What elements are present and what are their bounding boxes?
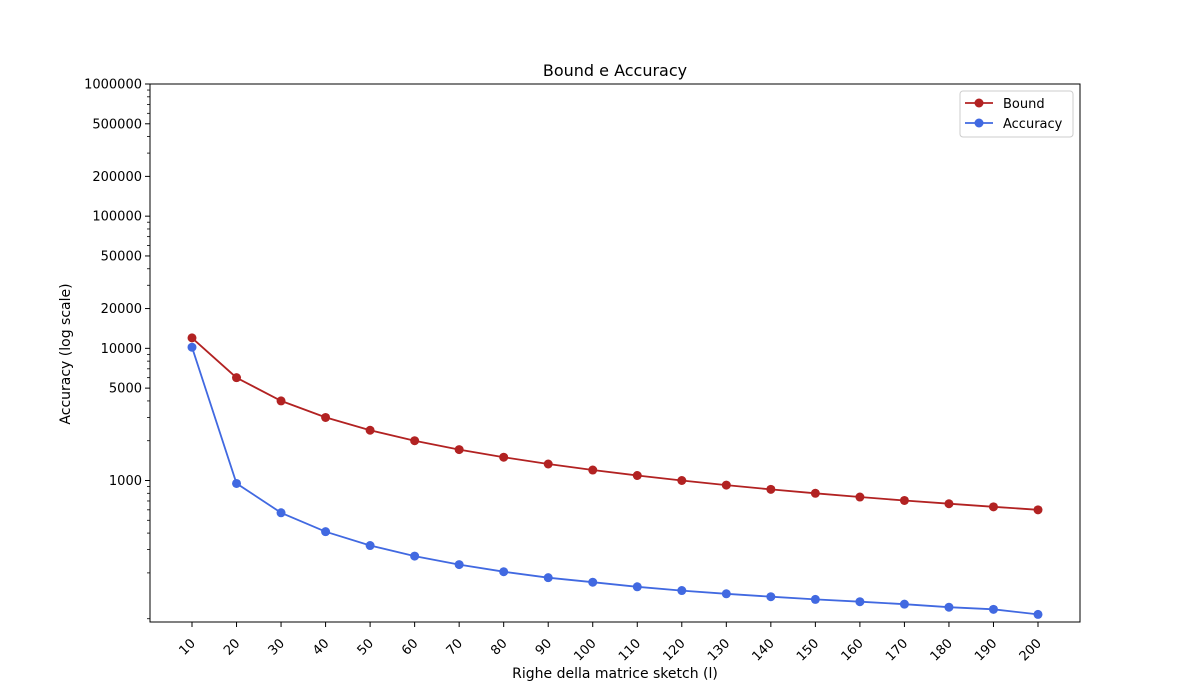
data-point-bound [855,492,865,502]
x-tick-label: 90 [533,636,555,658]
data-point-accuracy [543,573,553,583]
data-point-accuracy [588,577,598,587]
data-point-bound [677,476,687,486]
legend-label-accuracy: Accuracy [1003,117,1063,132]
x-tick-label: 50 [355,636,377,658]
plot-frame [149,83,1081,623]
legend-label-bound: Bound [1003,97,1045,112]
y-tick-label: 500000 [92,117,142,132]
data-point-accuracy [899,599,909,609]
series-line-accuracy [191,346,1039,616]
data-point-accuracy [187,342,197,352]
x-tick-label: 170 [883,636,911,664]
x-tick-label: 200 [1017,636,1045,664]
x-tick-label: 120 [660,636,688,664]
y-tick-label: 100000 [92,210,142,225]
data-point-bound [187,333,197,343]
data-point-accuracy [721,589,731,599]
data-point-accuracy [321,527,331,537]
data-point-bound [721,480,731,490]
data-point-accuracy [1033,609,1043,619]
data-point-bound [632,471,642,481]
chart-title: Bound e Accuracy [543,61,687,80]
data-point-accuracy [232,478,242,488]
data-point-bound [944,499,954,509]
x-tick-label: 110 [616,636,644,664]
legend-marker-accuracy [974,118,984,128]
x-tick-label: 40 [310,636,332,658]
data-point-bound [766,484,776,494]
data-point-accuracy [365,541,375,551]
x-tick-label: 140 [750,636,778,664]
data-point-accuracy [988,604,998,614]
y-tick-label: 50000 [101,249,142,264]
y-tick-label: 10000 [101,342,142,357]
y-tick-label: 1000 [109,474,142,489]
data-point-accuracy [276,508,286,518]
data-point-bound [365,425,375,435]
data-point-bound [1033,505,1043,515]
data-point-bound [232,373,242,383]
data-point-accuracy [855,597,865,607]
data-point-bound [321,412,331,422]
data-point-bound [899,495,909,505]
x-tick-label: 60 [399,636,421,658]
data-point-bound [499,452,509,462]
series-line-bound [191,337,1039,511]
y-tick-label: 20000 [101,302,142,317]
x-tick-label: 130 [705,636,733,664]
data-point-bound [454,445,464,455]
x-tick-label: 100 [571,636,599,664]
x-tick-label: 190 [972,636,1000,664]
data-point-bound [988,502,998,512]
data-point-bound [810,488,820,498]
x-tick-label: 160 [839,636,867,664]
x-tick-label: 70 [444,636,466,658]
x-tick-label: 30 [266,636,288,658]
data-point-bound [543,459,553,469]
data-point-bound [588,465,598,475]
x-tick-label: 150 [794,636,822,664]
x-tick-label: 180 [928,636,956,664]
data-point-accuracy [944,602,954,612]
data-point-accuracy [632,582,642,592]
x-tick-label: 20 [221,636,243,658]
data-point-accuracy [499,567,509,577]
x-tick-label: 80 [488,636,510,658]
y-tick-label: 1000000 [84,78,142,93]
y-tick-label: 200000 [92,170,142,185]
legend: Bound Accuracy [959,90,1074,138]
x-tick-label: 10 [177,636,199,658]
data-point-accuracy [454,560,464,570]
y-axis-title: Accuracy (log scale) [58,283,74,424]
y-tick-label: 5000 [109,382,142,397]
legend-marker-bound [974,98,984,108]
data-point-bound [276,396,286,406]
data-point-accuracy [810,594,820,604]
x-axis-title: Righe della matrice sketch (l) [512,666,718,682]
data-point-accuracy [677,586,687,596]
data-point-accuracy [410,551,420,561]
data-point-bound [410,436,420,446]
data-point-accuracy [766,592,776,602]
